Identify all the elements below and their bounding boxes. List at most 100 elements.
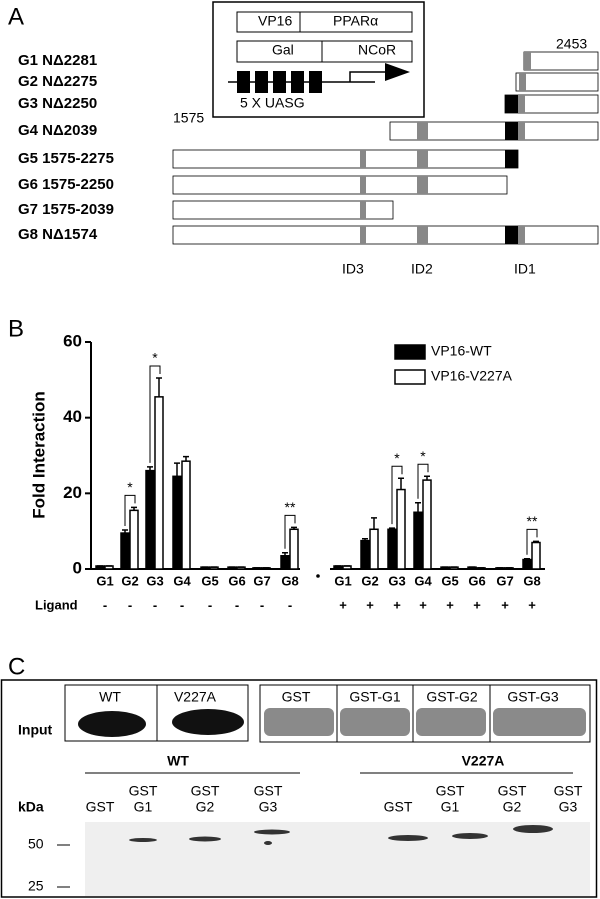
- ligand-sign: +: [528, 597, 536, 612]
- significance: *: [127, 479, 133, 495]
- bar: [120, 532, 130, 570]
- bar: [129, 509, 139, 570]
- y-tick-label: 20: [63, 483, 82, 502]
- lane-label: G3: [259, 799, 278, 815]
- ligand-sign: -: [208, 597, 212, 612]
- axis-break: [316, 574, 320, 578]
- x-tick-label: G3: [388, 573, 405, 588]
- y-tick-label: 40: [63, 407, 82, 426]
- error-bar: [282, 551, 288, 556]
- error-bar: [524, 558, 530, 560]
- id-domain: [519, 73, 526, 91]
- ligand-sign: -: [103, 597, 107, 612]
- lane-label: G1: [441, 799, 460, 815]
- bar: [181, 460, 191, 570]
- x-tick-label: G2: [361, 573, 378, 588]
- input-label: Input: [18, 722, 53, 738]
- bar: [280, 555, 290, 570]
- error-bar: [362, 537, 368, 541]
- id1-domain: [505, 122, 518, 140]
- construct-bar: [172, 175, 508, 195]
- lane-label: V227A: [174, 689, 217, 705]
- significance-bracket: [149, 365, 161, 463]
- significance: **: [285, 499, 296, 515]
- id-domain: [518, 95, 525, 113]
- x-tick-label: G3: [146, 573, 163, 588]
- marker-label: 25: [28, 878, 44, 894]
- construct-bar: [389, 121, 599, 141]
- error-bar: [156, 377, 162, 397]
- inset-box: [212, 1, 425, 118]
- id-domain: [417, 122, 428, 140]
- legend-label: VP16-V227A: [431, 368, 513, 384]
- bar: [172, 475, 182, 570]
- error-bar: [183, 455, 189, 462]
- construct-label: G5 1575-2275: [18, 150, 114, 167]
- id-domain: [518, 226, 525, 244]
- x-tick-label: G1: [334, 573, 351, 588]
- bar: [154, 396, 164, 570]
- ligand-sign: +: [339, 597, 347, 612]
- ligand-sign: -: [260, 597, 264, 612]
- error-bar: [424, 475, 430, 481]
- error-bar: [389, 527, 395, 530]
- id-domain: [417, 150, 428, 168]
- id-domain: [417, 176, 428, 194]
- lane-label: GST-G2: [426, 689, 478, 705]
- significance-bracket: [526, 528, 538, 555]
- bar: [422, 479, 432, 570]
- bar: [387, 528, 397, 570]
- ligand-sign: -: [180, 597, 184, 612]
- id-domain: [360, 176, 366, 194]
- id-domain: [524, 52, 531, 70]
- y-axis-label: Fold Interaction: [29, 391, 48, 519]
- id1-domain: [505, 150, 518, 168]
- error-bar: [533, 540, 539, 543]
- error-bar: [371, 517, 377, 530]
- pulldown-bands: [129, 825, 553, 845]
- lane-label: GST: [384, 799, 413, 815]
- id-domain: [360, 150, 366, 168]
- error-bar: [122, 529, 128, 534]
- inset-text: 5 X UASG: [240, 95, 305, 111]
- ligand-sign: +: [419, 597, 427, 612]
- bar: [360, 539, 370, 570]
- significance: *: [394, 450, 400, 466]
- kda-label: kDa: [18, 799, 44, 815]
- bar: [413, 511, 423, 570]
- error-bar: [147, 466, 153, 471]
- promoter-arrow: [349, 71, 385, 82]
- lane-label: G1: [134, 799, 153, 815]
- lane-label: G3: [559, 799, 578, 815]
- plot: 0204060G1-G2-G3-G4-G5-G6-G7-G8-G1+G2+G3+…: [63, 331, 541, 612]
- uas-sites: [237, 71, 322, 93]
- lane-label: GST: [254, 783, 283, 799]
- id-domain: [417, 226, 428, 244]
- residue-label: 1575: [173, 110, 204, 126]
- y-tick-label: 60: [63, 331, 82, 350]
- ligand-sign: +: [366, 597, 374, 612]
- id-domain: [360, 226, 366, 244]
- marker-label: 50: [28, 836, 44, 852]
- ppar-box: [299, 11, 413, 33]
- panel-label: C: [8, 653, 25, 680]
- significance-bracket: [284, 514, 296, 549]
- significance-bracket: [417, 463, 429, 499]
- significance: *: [152, 350, 158, 366]
- ligand-sign: -: [288, 597, 292, 612]
- lane-label: GST-G1: [349, 689, 401, 705]
- x-tick-label: G6: [228, 573, 245, 588]
- arrow-head: [385, 63, 410, 81]
- construct-label: G3 NΔ2250: [18, 95, 97, 112]
- panel-label: A: [8, 3, 24, 30]
- lane-label: GST: [498, 783, 527, 799]
- x-tick-label: G8: [281, 573, 298, 588]
- legend-swatch: [394, 369, 426, 385]
- significance-bracket: [124, 494, 136, 527]
- x-tick-label: G5: [201, 573, 218, 588]
- x-tick-label: G7: [496, 573, 513, 588]
- ligand-sign: +: [473, 597, 481, 612]
- ncor-box: [321, 40, 413, 63]
